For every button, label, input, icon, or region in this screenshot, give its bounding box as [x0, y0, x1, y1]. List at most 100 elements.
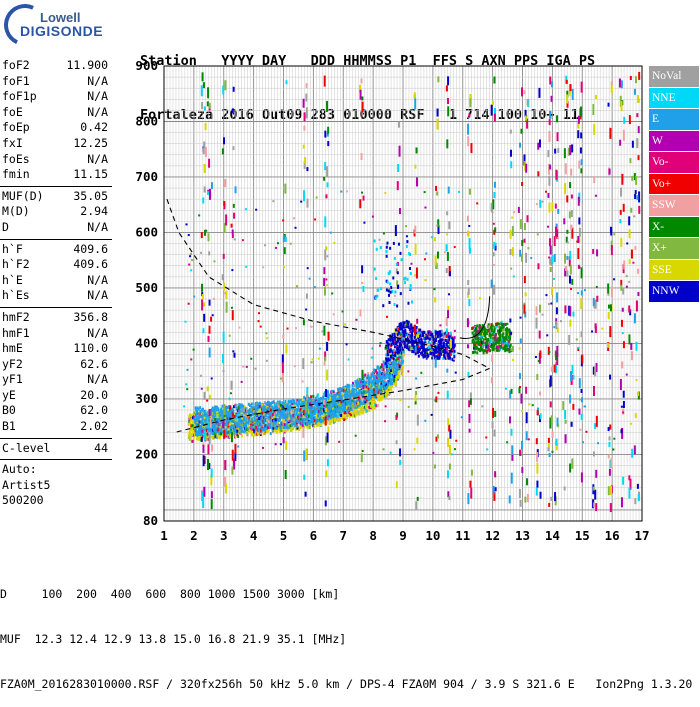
echo-point: [385, 376, 387, 379]
echo-point: [446, 347, 448, 350]
echo-point: [348, 384, 350, 387]
echo-point: [368, 409, 370, 412]
echo-point: [396, 372, 398, 375]
echo-point: [400, 322, 402, 325]
echo-point: [285, 418, 287, 421]
echo-point: [493, 329, 495, 332]
echo-point: [389, 359, 391, 362]
echo-point: [443, 344, 445, 347]
echo-point: [394, 333, 396, 336]
echo-point: [290, 410, 292, 413]
echo-point: [264, 405, 266, 408]
echo-point: [282, 419, 284, 422]
echo-point: [298, 402, 300, 405]
echo-point: [241, 420, 243, 423]
echo-point: [311, 406, 313, 409]
echo-point: [399, 365, 401, 368]
echo-point: [318, 400, 320, 403]
echo-point: [232, 410, 234, 413]
echo-point: [343, 389, 345, 392]
echo-point: [308, 415, 310, 418]
echo-point: [476, 351, 478, 354]
echo-point: [411, 326, 413, 329]
echo-point: [410, 323, 412, 326]
echo-point: [217, 407, 219, 410]
echo-point: [435, 339, 437, 342]
echo-point: [427, 353, 429, 356]
echo-point: [330, 416, 332, 419]
echo-point: [327, 390, 329, 393]
echo-point: [374, 378, 376, 381]
echo-point: [400, 343, 402, 346]
echo-point: [270, 432, 272, 435]
echo-point: [370, 397, 372, 400]
echo-point: [205, 414, 207, 417]
echo-point: [453, 355, 455, 358]
echo-point: [335, 404, 337, 407]
echo-point: [202, 408, 204, 411]
echo-point: [379, 371, 381, 374]
echo-point: [242, 405, 244, 408]
echo-point: [383, 360, 385, 363]
echo-point: [323, 417, 325, 420]
echo-point: [474, 350, 476, 353]
echo-point: [275, 418, 277, 421]
echo-point: [351, 384, 353, 387]
echo-point: [401, 356, 403, 359]
echo-point: [483, 349, 485, 352]
echo-point: [221, 405, 223, 408]
echo-point: [403, 350, 405, 353]
echo-point: [453, 345, 455, 348]
echo-point: [249, 419, 251, 422]
echo-point: [454, 350, 456, 353]
echo-point: [237, 435, 239, 438]
echo-point: [360, 402, 362, 405]
echo-point: [491, 328, 493, 331]
echo-point: [390, 369, 392, 372]
echo-point: [286, 415, 288, 418]
echo-point: [429, 338, 431, 341]
echo-point: [496, 349, 498, 352]
echo-point: [283, 426, 285, 429]
echo-point: [327, 417, 329, 420]
echo-point: [229, 407, 231, 410]
echo-point: [401, 372, 403, 375]
echo-point: [383, 368, 385, 371]
echo-point: [372, 373, 374, 376]
echo-point: [239, 427, 241, 430]
echo-point: [377, 383, 379, 386]
echo-point: [385, 362, 387, 365]
echo-point: [391, 382, 393, 385]
echo-point: [311, 409, 313, 412]
echo-point: [364, 373, 366, 376]
echo-point: [268, 429, 270, 432]
echo-point: [439, 355, 441, 358]
echo-point: [236, 430, 238, 433]
chart-points: [183, 72, 640, 512]
echo-point: [399, 348, 401, 351]
echo-point: [404, 345, 406, 348]
echo-point: [450, 332, 452, 335]
echo-point: [320, 420, 322, 423]
echo-point: [241, 435, 243, 438]
echo-point: [404, 335, 406, 338]
echo-point: [389, 361, 391, 364]
echo-point: [300, 414, 302, 417]
echo-point: [317, 423, 319, 426]
echo-point: [198, 417, 200, 420]
echo-point: [339, 403, 341, 406]
echo-point: [325, 398, 327, 401]
echo-point: [267, 426, 269, 429]
echo-point: [264, 408, 266, 411]
echo-point: [295, 413, 297, 416]
echo-point: [215, 430, 217, 433]
echo-point: [404, 329, 406, 332]
echo-point: [281, 401, 283, 404]
echo-point: [259, 402, 261, 405]
echo-point: [393, 349, 395, 352]
echo-point: [476, 324, 478, 327]
echo-point: [489, 340, 491, 343]
echo-point: [498, 341, 500, 344]
echo-point: [396, 363, 398, 366]
